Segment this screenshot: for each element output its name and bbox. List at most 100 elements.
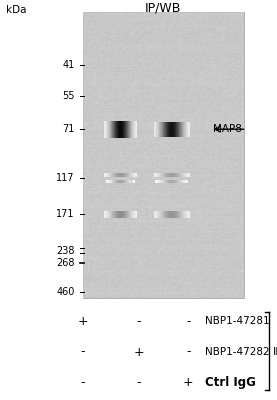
Text: IP/WB: IP/WB xyxy=(145,2,182,14)
Bar xyxy=(113,211,114,218)
Bar xyxy=(178,173,179,177)
Bar xyxy=(129,173,130,177)
Bar xyxy=(121,211,122,218)
Text: MAP8: MAP8 xyxy=(213,124,242,134)
Bar xyxy=(122,211,123,218)
Bar xyxy=(110,211,111,218)
Bar xyxy=(185,211,186,218)
Bar xyxy=(121,173,122,177)
Bar xyxy=(115,173,116,177)
Bar xyxy=(116,121,117,138)
Bar xyxy=(107,173,108,177)
Bar xyxy=(169,211,170,218)
Bar xyxy=(128,173,129,177)
Bar xyxy=(135,173,136,177)
Text: 117: 117 xyxy=(56,173,75,183)
Bar xyxy=(122,180,123,183)
Bar xyxy=(125,173,126,177)
Bar xyxy=(127,173,128,177)
Bar xyxy=(160,173,161,177)
Bar xyxy=(176,122,177,137)
Bar xyxy=(166,211,167,218)
Bar xyxy=(165,122,166,137)
Bar xyxy=(157,180,158,183)
Bar xyxy=(167,122,168,137)
Bar xyxy=(114,180,115,183)
Bar xyxy=(177,180,178,183)
Bar xyxy=(174,122,175,137)
Bar xyxy=(173,180,174,183)
Bar xyxy=(105,121,106,138)
Bar xyxy=(167,173,168,177)
Text: -: - xyxy=(186,346,191,358)
Bar xyxy=(114,173,115,177)
Bar xyxy=(120,173,121,177)
Bar xyxy=(180,180,181,183)
Bar xyxy=(135,211,136,218)
Bar xyxy=(115,180,116,183)
Text: Ctrl IgG: Ctrl IgG xyxy=(205,376,256,389)
Text: -: - xyxy=(186,315,191,328)
Bar xyxy=(116,180,117,183)
Bar xyxy=(111,173,112,177)
Bar xyxy=(186,180,187,183)
Bar xyxy=(104,121,105,138)
Bar xyxy=(185,122,186,137)
Bar xyxy=(130,180,131,183)
Bar xyxy=(111,180,112,183)
Bar xyxy=(117,211,118,218)
Bar xyxy=(112,121,113,138)
Bar xyxy=(176,211,177,218)
Bar xyxy=(162,173,163,177)
Bar xyxy=(164,122,165,137)
Bar xyxy=(164,211,165,218)
Bar xyxy=(129,121,130,138)
Bar xyxy=(184,211,185,218)
Text: +: + xyxy=(133,346,144,358)
Bar xyxy=(128,180,129,183)
Bar xyxy=(187,180,188,183)
Bar xyxy=(159,211,160,218)
Bar xyxy=(171,180,172,183)
Bar xyxy=(108,173,109,177)
Bar xyxy=(168,180,169,183)
Bar xyxy=(170,180,171,183)
Bar xyxy=(163,180,164,183)
Bar xyxy=(134,173,135,177)
Bar xyxy=(123,173,124,177)
Bar xyxy=(156,173,157,177)
Bar xyxy=(159,180,160,183)
Bar xyxy=(167,180,168,183)
Bar xyxy=(157,173,158,177)
Bar xyxy=(187,122,188,137)
Bar xyxy=(163,173,164,177)
Text: -: - xyxy=(81,376,85,389)
Bar xyxy=(124,211,125,218)
Bar xyxy=(175,180,176,183)
Bar xyxy=(156,180,157,183)
Bar xyxy=(108,121,109,138)
Text: NBP1-47281: NBP1-47281 xyxy=(205,316,270,326)
Text: +: + xyxy=(78,315,88,328)
Bar xyxy=(136,211,137,218)
Bar xyxy=(177,173,178,177)
Bar xyxy=(128,121,129,138)
Bar xyxy=(106,173,107,177)
Bar xyxy=(158,180,159,183)
Bar xyxy=(133,173,134,177)
Text: 268: 268 xyxy=(56,258,75,268)
Bar xyxy=(110,180,111,183)
Bar xyxy=(119,121,120,138)
Bar xyxy=(158,211,159,218)
Bar xyxy=(113,173,114,177)
Bar xyxy=(165,180,166,183)
Bar xyxy=(161,122,162,137)
Text: +: + xyxy=(183,376,194,389)
Bar xyxy=(164,180,165,183)
Bar xyxy=(176,173,177,177)
Bar xyxy=(168,211,169,218)
Bar xyxy=(160,122,161,137)
Bar xyxy=(179,180,180,183)
Bar xyxy=(182,180,183,183)
Bar xyxy=(122,121,123,138)
